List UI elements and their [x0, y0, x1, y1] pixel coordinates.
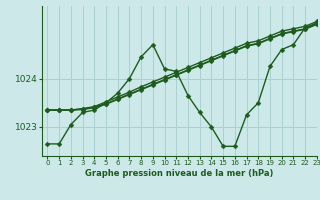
X-axis label: Graphe pression niveau de la mer (hPa): Graphe pression niveau de la mer (hPa) — [85, 169, 273, 178]
